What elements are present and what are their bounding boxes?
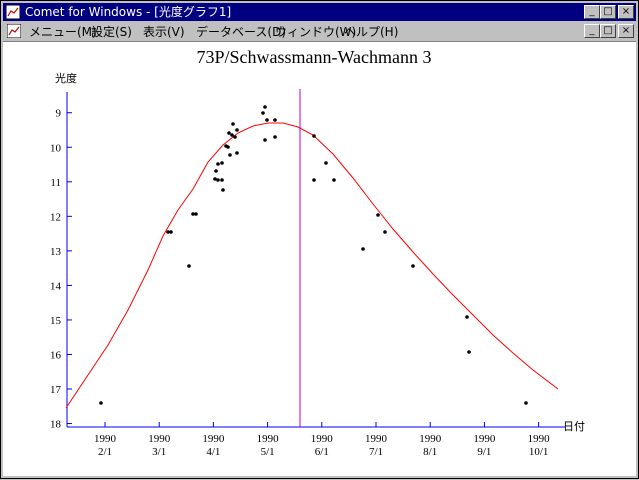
maximize-button[interactable]: □: [600, 5, 616, 19]
data-point: [361, 247, 365, 251]
data-point: [99, 401, 103, 405]
y-tick-label: 13: [50, 246, 62, 258]
data-point: [166, 230, 170, 234]
data-point: [332, 178, 336, 182]
data-point: [221, 188, 225, 192]
minimize-button[interactable]: _: [584, 5, 600, 19]
menu-item-settings[interactable]: 設定(S): [91, 25, 132, 39]
y-tick-label: 11: [50, 177, 61, 189]
x-tick-year: 1990: [94, 433, 117, 445]
x-ticks: 19902/119903/119904/119905/119906/119907…: [94, 422, 550, 458]
graph-area: 73P/Schwassmann-Wachmann 3 光度 日付 9 10 11 12…: [3, 42, 636, 476]
child-close-button[interactable]: ×: [618, 24, 634, 38]
data-point: [220, 178, 224, 182]
child-restore-button[interactable]: □: [600, 24, 616, 38]
y-tick-label: 10: [50, 142, 62, 154]
x-tick-date: 9/1: [477, 446, 491, 458]
x-tick-date: 6/1: [315, 446, 329, 458]
menu-item-window[interactable]: ウィンドウ(W): [275, 25, 357, 39]
x-tick-date: 7/1: [369, 446, 383, 458]
menu-item-database[interactable]: データベース(D): [196, 25, 287, 39]
x-tick-year: 1990: [257, 433, 280, 445]
data-point: [263, 138, 267, 142]
x-tick-year: 1990: [311, 433, 334, 445]
data-point: [187, 264, 191, 268]
chart-title: 73P/Schwassmann-Wachmann 3: [196, 47, 431, 67]
x-tick-year: 1990: [528, 433, 551, 445]
x-tick-date: 3/1: [152, 446, 166, 458]
y-tick-label: 12: [50, 211, 61, 223]
data-point: [312, 134, 316, 138]
axes: [66, 92, 565, 428]
y-ticks: 9 10 11 12 13 14 15 16 17 18: [50, 108, 72, 431]
y-axis-label: 光度: [55, 71, 77, 85]
menu-item-view[interactable]: 表示(V): [143, 25, 185, 39]
data-point: [465, 315, 469, 319]
y-tick-label: 16: [50, 349, 62, 361]
x-tick-date: 4/1: [206, 446, 220, 458]
data-point: [312, 178, 316, 182]
x-tick-date: 2/1: [98, 446, 112, 458]
menu-item-help[interactable]: ヘルプ(H): [344, 25, 399, 39]
data-point: [216, 162, 220, 166]
x-tick-year: 1990: [202, 433, 225, 445]
data-point: [194, 212, 198, 216]
menu-bar: メニュー(M) 設定(S) 表示(V) データベース(D) ウィンドウ(W) ヘ…: [3, 22, 636, 42]
data-point: [467, 350, 471, 354]
data-point: [220, 161, 224, 165]
y-tick-label: 9: [56, 108, 62, 120]
y-tick-label: 14: [50, 280, 62, 292]
data-point: [227, 131, 231, 135]
light-curve: [65, 89, 559, 427]
data-point: [216, 178, 220, 182]
data-point: [376, 213, 380, 217]
y-tick-label: 17: [50, 384, 62, 396]
data-point: [235, 128, 239, 132]
x-tick-date: 8/1: [423, 446, 437, 458]
y-tick-label: 18: [50, 419, 62, 431]
data-point: [324, 161, 328, 165]
data-point: [524, 401, 528, 405]
data-point: [231, 122, 235, 126]
light-curve-chart: 73P/Schwassmann-Wachmann 3 光度 日付 9 10 11 12…: [50, 47, 585, 458]
data-point: [228, 153, 232, 157]
x-tick-year: 1990: [473, 433, 496, 445]
data-point: [213, 177, 217, 181]
window-title: Comet for Windows - [光度グラフ1]: [25, 5, 232, 19]
child-minimize-button[interactable]: _: [584, 24, 600, 38]
x-tick-date: 10/1: [529, 446, 549, 458]
x-tick-year: 1990: [419, 433, 442, 445]
data-point: [265, 118, 269, 122]
data-point: [273, 135, 277, 139]
data-point: [383, 230, 387, 234]
light-curve-line: [65, 122, 559, 409]
data-point: [233, 135, 237, 139]
close-button[interactable]: ×: [618, 5, 634, 19]
x-axis-label: 日付: [563, 420, 585, 433]
data-point: [230, 133, 234, 137]
menu-item-menu[interactable]: メニュー(M): [29, 25, 97, 39]
data-point: [191, 212, 195, 216]
x-tick-year: 1990: [148, 433, 171, 445]
data-point: [235, 151, 239, 155]
x-tick-date: 5/1: [261, 446, 275, 458]
data-point: [261, 111, 265, 115]
x-tick-year: 1990: [365, 433, 388, 445]
data-point: [263, 105, 267, 109]
app-icon: [6, 5, 20, 19]
data-point: [411, 264, 415, 268]
data-point: [273, 118, 277, 122]
y-tick-label: 15: [50, 315, 62, 327]
observation-points: [99, 105, 528, 405]
data-point: [169, 230, 173, 234]
document-icon[interactable]: [7, 24, 21, 38]
title-bar[interactable]: Comet for Windows - [光度グラフ1] _ □ ×: [3, 3, 636, 21]
data-point: [214, 169, 218, 173]
data-point: [226, 145, 230, 149]
